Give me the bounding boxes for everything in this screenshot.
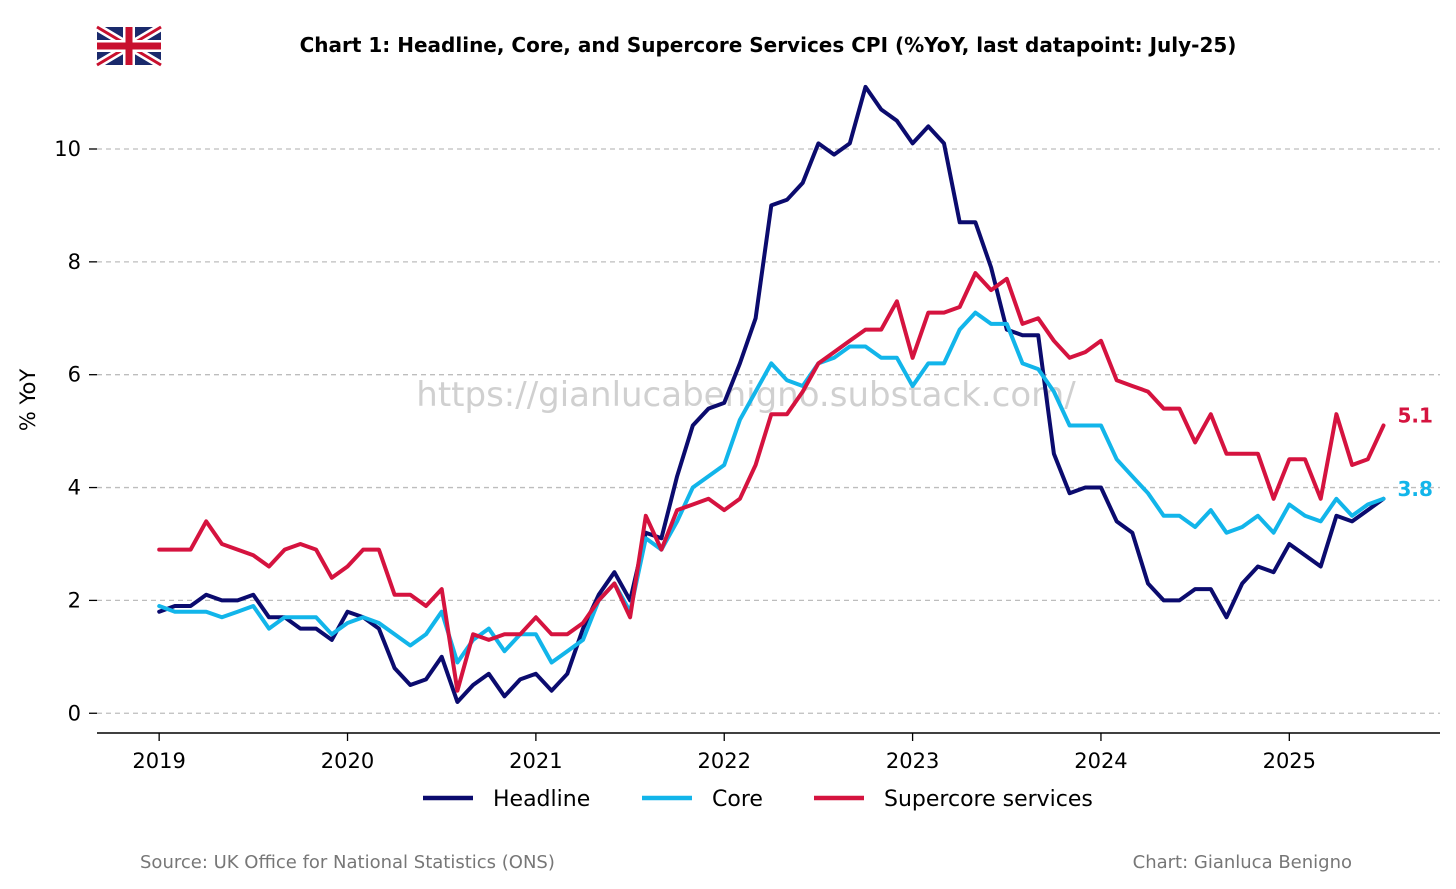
series-lines — [157, 84, 1386, 704]
footer-credit: Chart: Gianluca Benigno — [1133, 852, 1352, 873]
y-tick-label: 6 — [68, 363, 81, 387]
x-tick-label: 2020 — [321, 749, 374, 773]
x-tick-label: 2022 — [698, 749, 751, 773]
x-tick-label: 2024 — [1074, 749, 1127, 773]
y-tick-label: 4 — [68, 476, 81, 500]
x-tick-label: 2025 — [1263, 749, 1316, 773]
y-tick-label: 2 — [68, 588, 81, 612]
legend-label: Core — [712, 787, 763, 812]
y-tick-label: 0 — [68, 701, 81, 725]
x-axis: 2019 2020 2021 2022 2023 2024 2025 — [97, 732, 1440, 773]
legend: Headline Core Supercore services — [423, 787, 1093, 812]
y-tick-label: 10 — [54, 137, 81, 161]
x-tick-label: 2021 — [509, 749, 562, 773]
chart-title: Chart 1: Headline, Core, and Supercore S… — [300, 33, 1237, 57]
legend-label: Supercore services — [884, 787, 1093, 812]
end-label-core: 3.8 — [1397, 477, 1432, 501]
x-tick-label: 2019 — [132, 749, 185, 773]
uk-flag-icon — [94, 23, 164, 69]
series-line-supercore-services — [157, 271, 1386, 693]
y-tick-label: 8 — [68, 250, 81, 274]
end-label-supercore-services: 5.1 — [1397, 403, 1432, 427]
y-axis-ticks: 0 2 4 6 8 10 — [54, 137, 97, 725]
y-axis-label: % YoY — [16, 369, 40, 432]
legend-label: Headline — [493, 787, 590, 812]
footer-source: Source: UK Office for National Statistic… — [140, 852, 555, 873]
end-labels: 3.8 5.1 — [1397, 403, 1432, 500]
series-line-core — [157, 310, 1386, 665]
x-tick-label: 2023 — [886, 749, 939, 773]
